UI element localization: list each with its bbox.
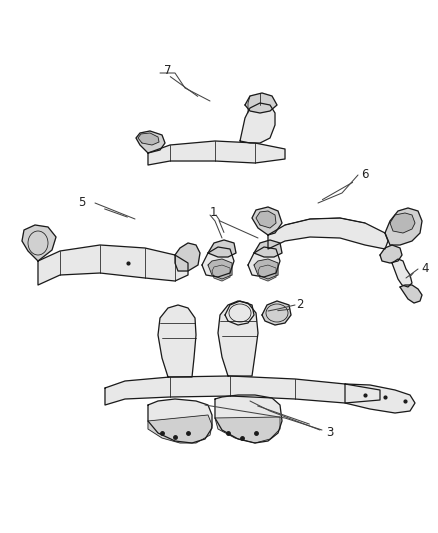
Polygon shape [252,207,282,235]
Text: 1: 1 [209,206,217,220]
Polygon shape [392,259,412,287]
Polygon shape [148,415,212,443]
Polygon shape [175,243,200,271]
Polygon shape [148,141,285,165]
Polygon shape [225,301,254,325]
Polygon shape [390,213,415,233]
Polygon shape [208,240,236,257]
Text: 5: 5 [78,197,86,209]
Polygon shape [158,305,196,377]
Polygon shape [138,133,159,145]
Text: 6: 6 [361,168,369,182]
Polygon shape [208,259,232,279]
Polygon shape [215,395,282,443]
Polygon shape [268,218,388,249]
Polygon shape [38,245,188,285]
Polygon shape [345,384,415,413]
Polygon shape [202,247,234,277]
Polygon shape [256,211,276,228]
Polygon shape [148,399,212,443]
Polygon shape [240,103,275,143]
Polygon shape [380,245,402,263]
Polygon shape [212,265,230,281]
Polygon shape [215,417,280,443]
Polygon shape [254,259,278,279]
Polygon shape [400,285,422,303]
Polygon shape [22,225,56,261]
Text: 7: 7 [164,64,172,77]
Polygon shape [218,301,258,376]
Polygon shape [254,240,282,257]
Polygon shape [245,93,277,113]
Polygon shape [105,376,380,405]
Polygon shape [136,131,165,153]
Polygon shape [262,301,291,325]
Polygon shape [258,265,276,281]
Text: 4: 4 [421,262,429,276]
Text: 2: 2 [296,298,304,311]
Text: 3: 3 [326,426,334,440]
Polygon shape [385,208,422,245]
Polygon shape [248,247,280,277]
